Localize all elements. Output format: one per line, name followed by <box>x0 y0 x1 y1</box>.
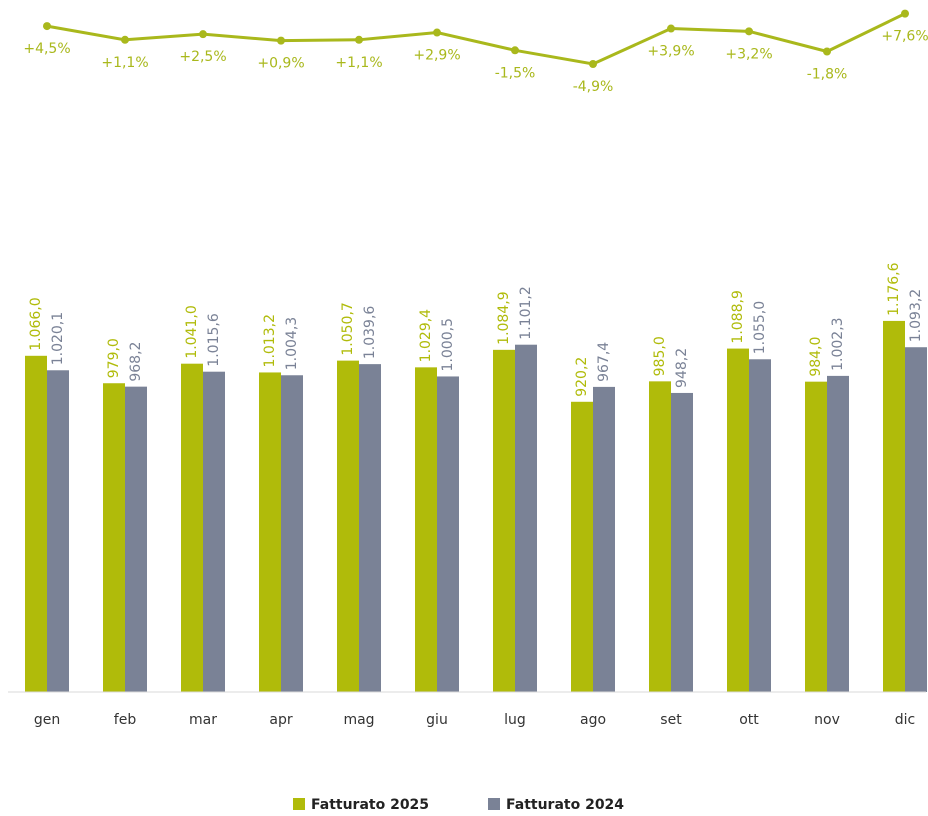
bar <box>437 376 459 692</box>
line-point <box>277 36 285 45</box>
line-point <box>901 9 909 18</box>
bar <box>415 367 437 692</box>
bar <box>805 381 827 692</box>
bar <box>125 386 147 692</box>
bar <box>671 392 693 692</box>
bar-value-label: 1.066,0 <box>28 297 44 350</box>
bar-value-label: 1.015,6 <box>206 313 222 367</box>
x-tick-label: giu <box>426 712 448 728</box>
legend-label: Fatturato 2025 <box>311 797 429 813</box>
bar-value-label: 1.101,2 <box>518 286 534 339</box>
bar <box>727 348 749 692</box>
bar-value-label: 1.084,9 <box>496 291 512 344</box>
bar <box>359 364 381 692</box>
x-tick-label: dic <box>895 712 915 728</box>
line-value-label: -1,8% <box>807 67 848 83</box>
bar-value-label: 1.020,1 <box>50 312 66 365</box>
bar <box>181 363 203 692</box>
line <box>46 12 906 66</box>
line-point <box>121 35 129 44</box>
line-point <box>511 46 519 55</box>
bar <box>103 383 125 692</box>
bar-value-label: 1.041,0 <box>184 305 200 358</box>
x-tick-label: nov <box>814 712 840 728</box>
bar <box>571 401 593 692</box>
line-value-label: +1,1% <box>335 55 382 71</box>
bar-value-label: 968,2 <box>128 342 144 382</box>
bar <box>337 360 359 692</box>
bar <box>905 347 927 692</box>
bar <box>493 349 515 692</box>
line-point <box>199 30 207 39</box>
bar <box>649 381 671 692</box>
bar-value-label: 985,0 <box>652 336 668 376</box>
bar <box>47 370 69 692</box>
bar-value-label: 1.176,6 <box>886 262 902 316</box>
bar-value-label: 979,0 <box>106 338 122 378</box>
line-point <box>355 35 363 44</box>
line-value-label: +2,9% <box>413 48 460 64</box>
bar <box>25 355 47 692</box>
line-point <box>43 22 51 31</box>
bar-value-label: 1.029,4 <box>418 309 434 363</box>
bar <box>827 375 849 692</box>
x-tick-label: set <box>660 712 682 728</box>
line-value-label: +3,9% <box>647 44 694 60</box>
bar <box>259 372 281 692</box>
legend-swatch <box>488 798 500 810</box>
bar <box>203 371 225 692</box>
bar-value-label: 1.050,7 <box>340 302 356 355</box>
bar-value-label: 1.055,0 <box>752 301 768 354</box>
bar-value-label: 1.088,9 <box>730 290 746 343</box>
legend-swatch <box>293 798 305 810</box>
line-value-label: +4,5% <box>23 41 70 57</box>
line-point <box>745 27 753 36</box>
line-point <box>433 28 441 37</box>
bar <box>593 386 615 692</box>
x-tick-label: mag <box>343 712 374 728</box>
bar-value-label: 1.039,6 <box>362 306 378 360</box>
bar-value-label: 1.000,5 <box>440 318 456 371</box>
legend-label: Fatturato 2024 <box>506 797 624 813</box>
line-value-label: +3,2% <box>725 46 772 62</box>
x-tick-label: ago <box>580 712 606 728</box>
bar <box>515 344 537 692</box>
bar-value-label: 948,2 <box>674 348 690 388</box>
bar-value-label: 1.002,3 <box>830 317 846 370</box>
x-tick-label: gen <box>34 712 60 728</box>
line-value-label: +0,9% <box>257 56 304 72</box>
bar-value-label: 984,0 <box>808 337 824 377</box>
line-value-label: +1,1% <box>101 55 148 71</box>
line-value-label: +7,6% <box>881 29 928 45</box>
bar-value-label: 920,2 <box>574 357 590 397</box>
x-tick-label: ott <box>739 712 759 728</box>
bar <box>883 320 905 692</box>
x-tick-label: apr <box>269 712 292 728</box>
bar-value-label: 1.004,3 <box>284 317 300 370</box>
line-value-label: +2,5% <box>179 49 226 65</box>
bar-value-label: 967,4 <box>596 342 612 382</box>
line-point <box>667 24 675 33</box>
bar <box>281 375 303 692</box>
line-point <box>589 59 597 68</box>
bar-value-label: 1.013,2 <box>262 314 278 367</box>
x-tick-label: mar <box>189 712 217 728</box>
line-value-label: -1,5% <box>495 65 536 81</box>
bar <box>749 359 771 692</box>
line-value-label: -4,9% <box>573 79 614 95</box>
line-point <box>823 47 831 56</box>
x-tick-label: lug <box>504 712 526 728</box>
x-tick-label: feb <box>114 712 137 728</box>
bar-value-label: 1.093,2 <box>908 289 924 342</box>
